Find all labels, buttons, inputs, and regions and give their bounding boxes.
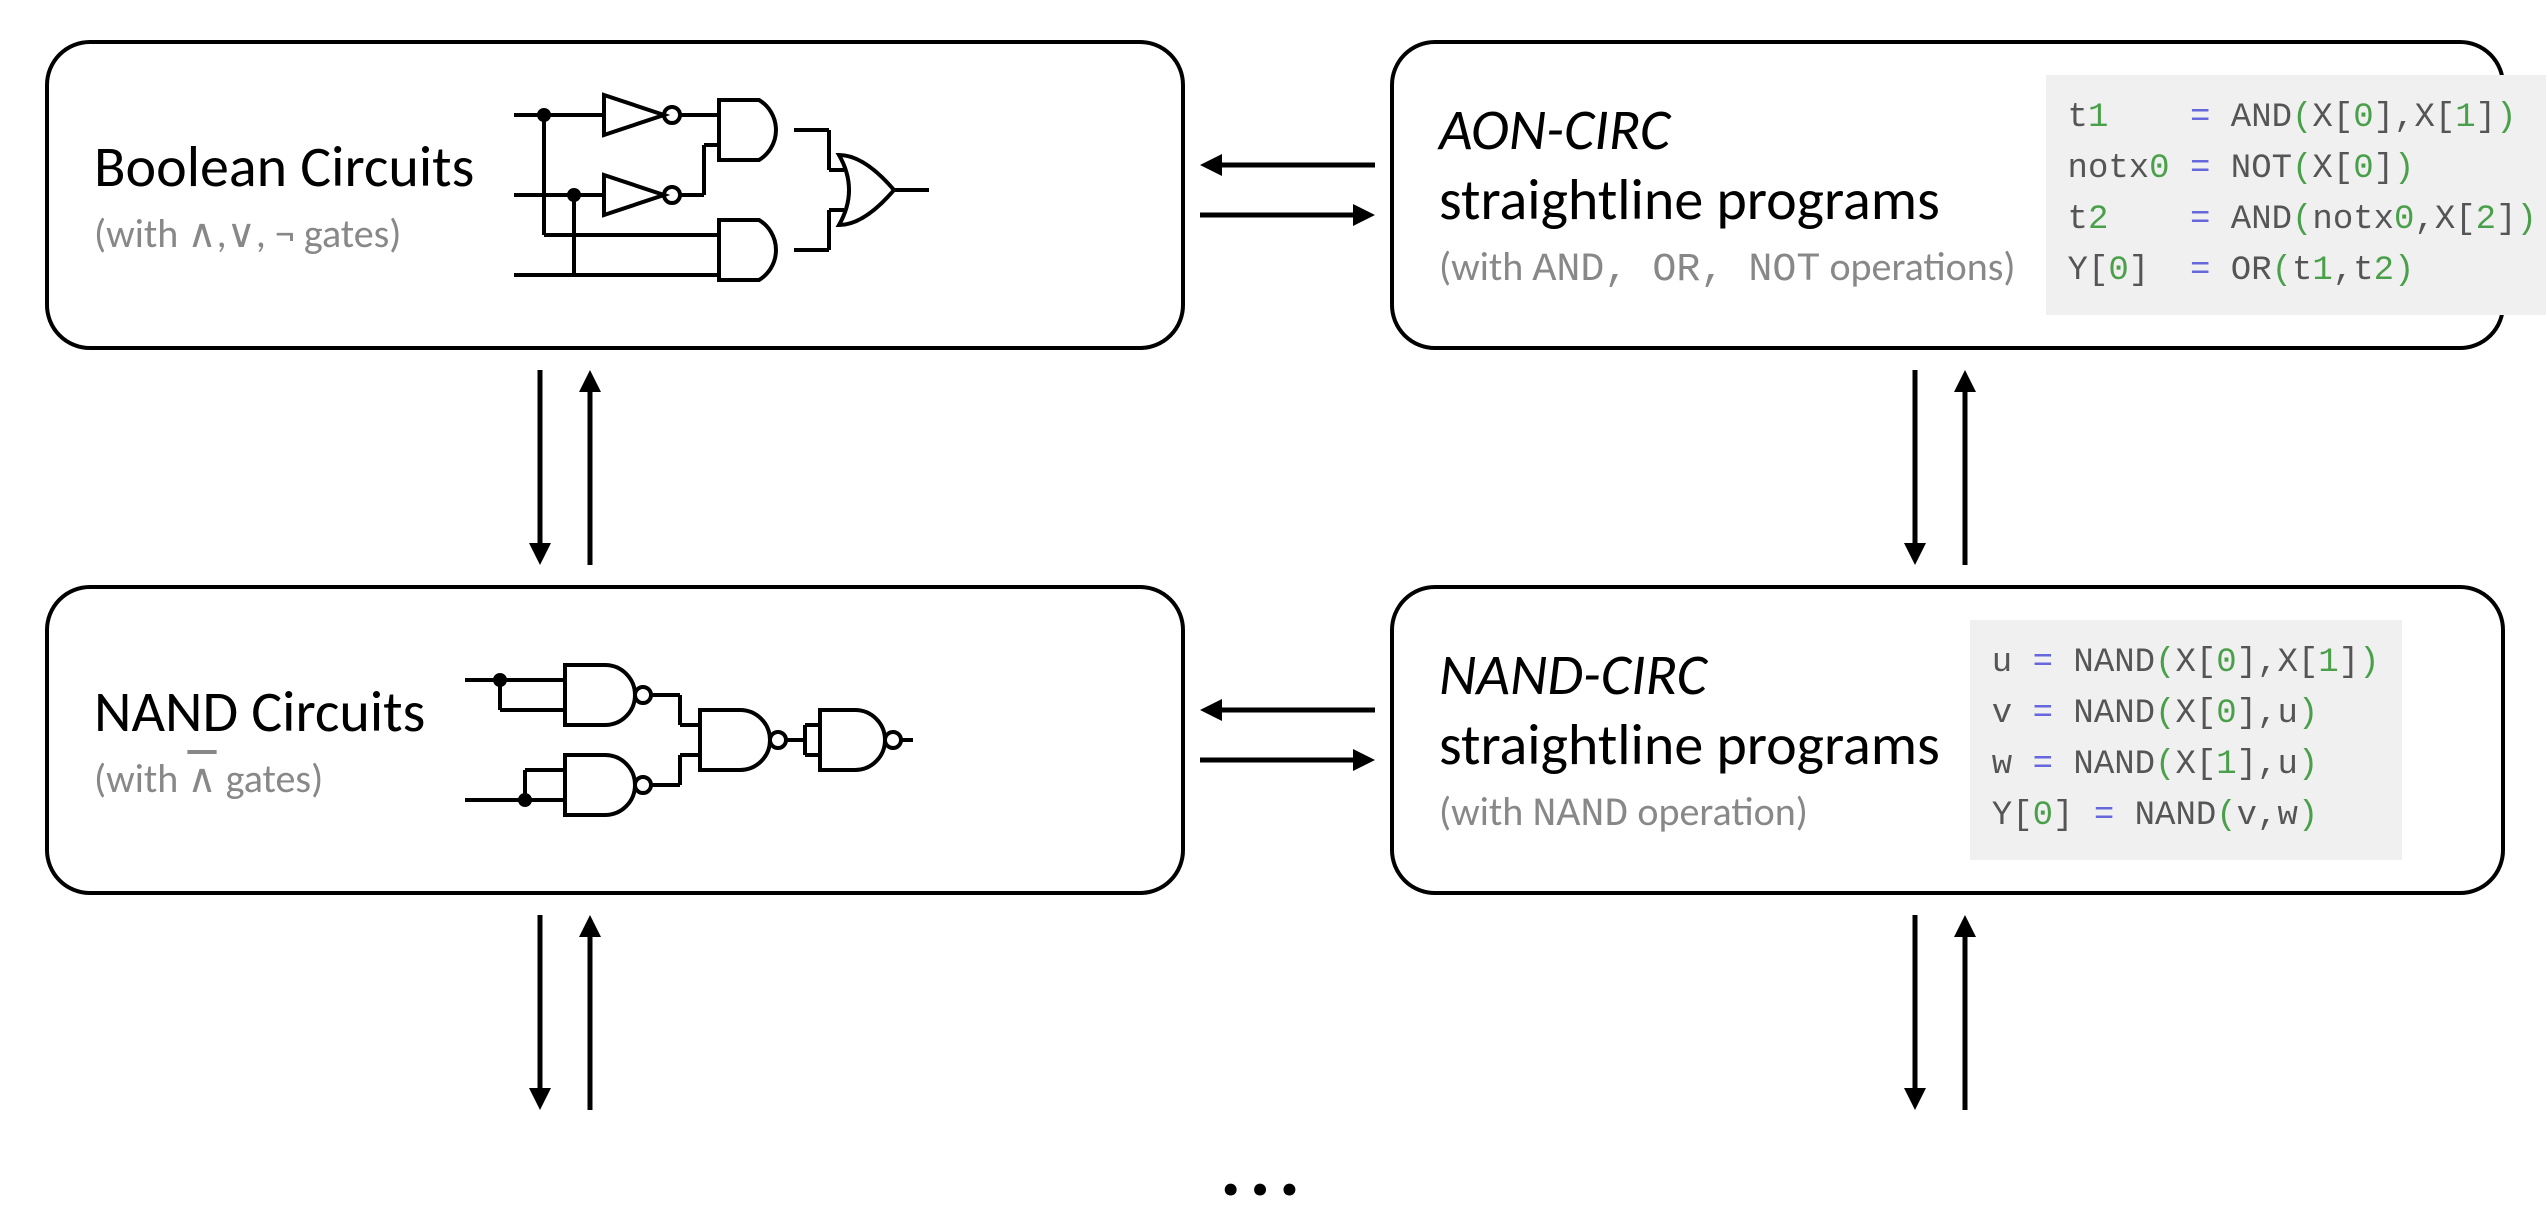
arrows-v-left-2 <box>525 915 615 1110</box>
boolean-circuit-icon <box>504 85 934 305</box>
arrows-v-left-1 <box>525 370 615 565</box>
ellipsis: ... <box>1220 1120 1308 1217</box>
arrows-h-top <box>1200 150 1375 240</box>
arrows-v-right-2 <box>1900 915 1990 1110</box>
box-aon-circ: AON-CIRC straightline programs (with AND… <box>1390 40 2505 350</box>
code-block-nand: u = NAND(X[0],X[1]) v = NAND(X[0],u) w =… <box>1970 620 2402 860</box>
title: NAND-CIRC straightline programs <box>1439 640 1940 779</box>
box-boolean-circuits: Boolean Circuits (with ∧,∨, ¬ gates) <box>45 40 1185 350</box>
subtitle: (with ∧,∨, ¬ gates) <box>94 210 474 258</box>
subtitle: (with ∧ gates) <box>94 755 425 803</box>
box-text: AON-CIRC straightline programs (with AND… <box>1439 95 2016 294</box>
code-block-aon: t1 = AND(X[0],X[1]) notx0 = NOT(X[0]) t2… <box>2046 75 2546 315</box>
arrows-v-right-1 <box>1900 370 1990 565</box>
box-text: Boolean Circuits (with ∧,∨, ¬ gates) <box>94 132 474 258</box>
box-text: NAND-CIRC straightline programs (with NA… <box>1439 640 1940 839</box>
nand-circuit-icon <box>455 630 915 850</box>
title: AON-CIRC straightline programs <box>1439 95 2016 234</box>
subtitle: (with NAND operation) <box>1439 788 1940 840</box>
box-nand-circuits: NAND Circuits (with ∧ gates) <box>45 585 1185 895</box>
subtitle: (with AND, OR, NOT operations) <box>1439 243 2016 295</box>
box-nand-circ: NAND-CIRC straightline programs (with NA… <box>1390 585 2505 895</box>
arrows-h-bottom <box>1200 695 1375 785</box>
box-text: NAND Circuits (with ∧ gates) <box>94 677 425 803</box>
title: NAND Circuits <box>94 677 425 747</box>
title: Boolean Circuits <box>94 132 474 202</box>
